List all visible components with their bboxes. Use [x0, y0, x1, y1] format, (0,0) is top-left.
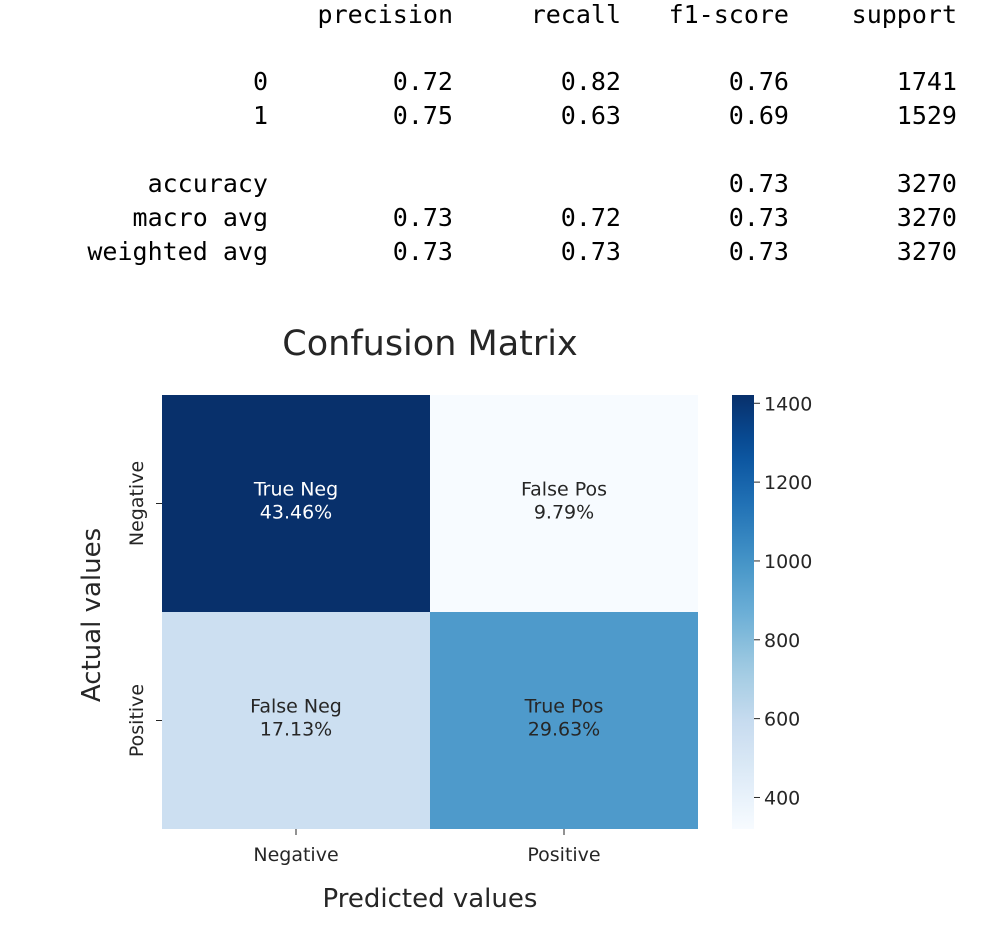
x-tick-label: Negative [253, 844, 338, 866]
report-value: 0.73 [392, 203, 453, 232]
report-row-label: 1 [252, 101, 268, 130]
report-value: 1741 [896, 67, 957, 96]
cell-label-name: True Neg [253, 479, 338, 501]
heatmap-cell [430, 612, 698, 829]
report-value: 0.73 [728, 237, 789, 266]
y-tick-label: Negative [126, 461, 148, 546]
report-value: 0.72 [560, 203, 621, 232]
confusion-matrix-figure: Confusion Matrix Predicted values Actual… [77, 324, 812, 914]
y-tick-label: Positive [126, 684, 148, 757]
colorbar-tick-label: 600 [764, 709, 800, 731]
colorbar-tick-label: 1000 [764, 551, 812, 573]
report-value: 3270 [896, 169, 957, 198]
report-row-label: 0 [252, 67, 268, 96]
colorbar-tick-label: 400 [764, 787, 800, 809]
heatmap-cell [162, 612, 430, 829]
report-value: 0.63 [560, 101, 621, 130]
colorbar-tick-label: 800 [764, 630, 800, 652]
classification-report: precision recall f1-score support 0 0.72 0.82 0… [0, 0, 994, 280]
report-value: 0.76 [728, 67, 789, 96]
cell-label-percent: 9.79% [534, 502, 594, 524]
report-value: 0.72 [392, 67, 453, 96]
report-header: precision [317, 0, 453, 29]
report-value: 0.73 [392, 237, 453, 266]
y-axis-label: Actual values [77, 528, 107, 702]
cell-label-name: False Pos [521, 479, 607, 501]
report-header: support [851, 0, 957, 29]
cell-label-percent: 17.13% [260, 719, 332, 741]
cell-label-name: True Pos [524, 696, 604, 718]
report-value: 3270 [896, 237, 957, 266]
chart-title: Confusion Matrix [282, 324, 577, 364]
report-value: 0.75 [392, 101, 453, 130]
report-row-label: accuracy [147, 169, 268, 198]
colorbar-tick-label: 1400 [764, 393, 812, 415]
x-tick-label: Positive [527, 844, 600, 866]
report-row-label: macro avg [132, 203, 268, 232]
cell-label-percent: 29.63% [528, 719, 600, 741]
report-row-label: weighted avg [87, 237, 268, 266]
heatmap-cell [162, 395, 430, 612]
cell-label-name: False Neg [250, 696, 342, 718]
colorbar-scale [732, 395, 754, 829]
report-value: 0.82 [560, 67, 621, 96]
report-value: 1529 [896, 101, 957, 130]
colorbar: 400 600 800 1000 1200 1400 [732, 393, 812, 829]
report-value: 3270 [896, 203, 957, 232]
x-axis-label: Predicted values [323, 884, 538, 914]
report-value: 0.69 [728, 101, 789, 130]
report-header: recall [530, 0, 621, 29]
report-value: 0.73 [728, 169, 789, 198]
cell-label-percent: 43.46% [260, 502, 332, 524]
heatmap-cell [430, 395, 698, 612]
report-value: 0.73 [728, 203, 789, 232]
report-header: f1-score [668, 0, 789, 29]
colorbar-tick-label: 1200 [764, 472, 812, 494]
report-value: 0.73 [560, 237, 621, 266]
